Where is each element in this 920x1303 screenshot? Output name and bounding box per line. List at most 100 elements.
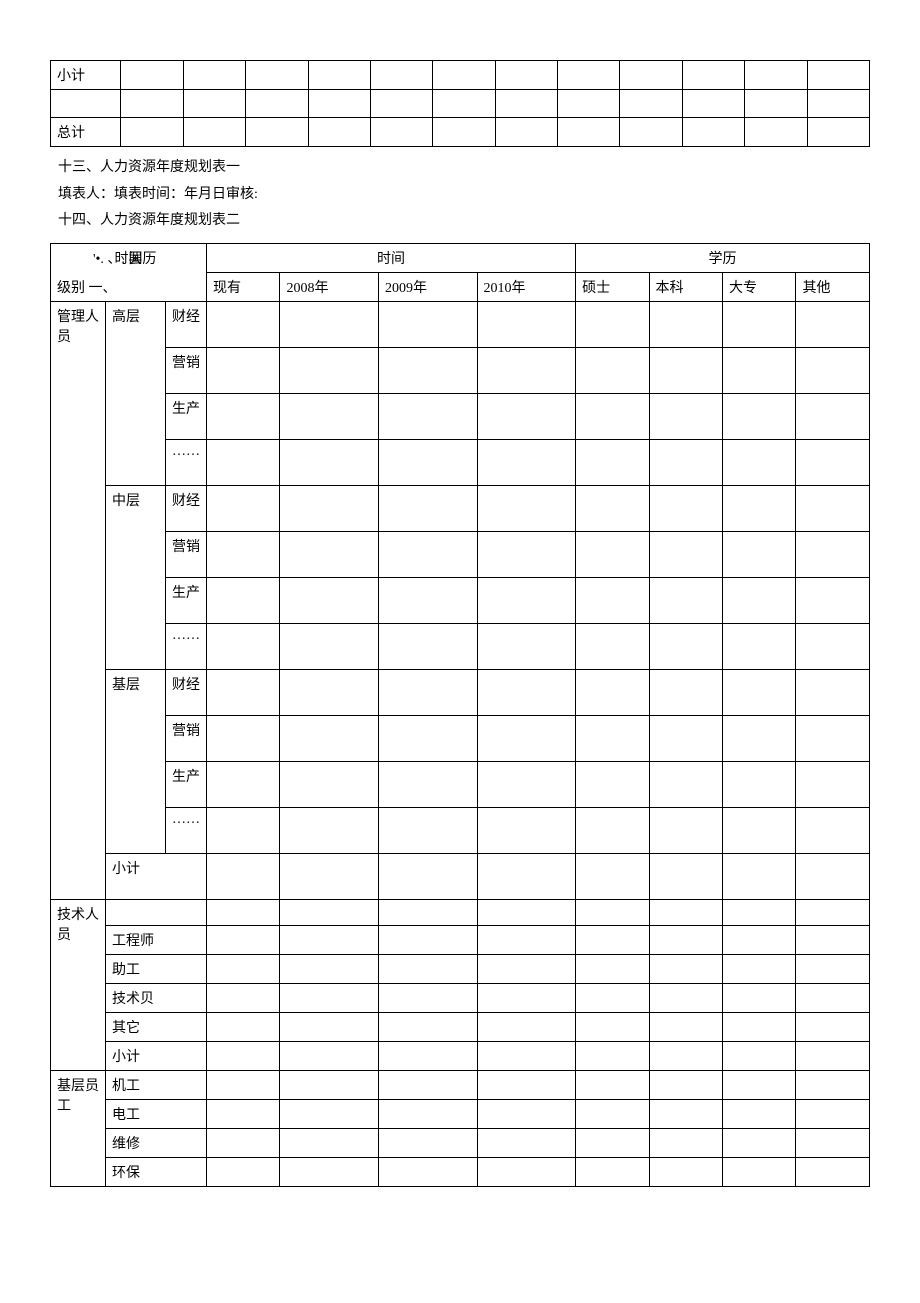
cell	[370, 90, 432, 118]
data-cell	[477, 954, 576, 983]
data-cell	[796, 761, 870, 807]
data-cell	[796, 899, 870, 925]
data-cell	[280, 485, 379, 531]
data-cell	[477, 301, 576, 347]
cell	[121, 118, 183, 147]
data-cell	[477, 623, 576, 669]
cell	[558, 61, 620, 90]
data-cell	[207, 531, 280, 577]
data-cell	[723, 439, 796, 485]
data-cell	[207, 1099, 280, 1128]
data-cell	[649, 899, 722, 925]
data-cell	[649, 623, 722, 669]
role-label: 营销	[166, 347, 207, 393]
diagonal-header: 时间'•. 、. 罢历级别 一、	[51, 243, 207, 301]
data-cell	[207, 925, 280, 954]
data-cell	[649, 439, 722, 485]
hr-planning-table: 时间'•. 、. 罢历级别 一、时间学历现有2008年2009年2010年硕士本…	[50, 243, 870, 1187]
data-cell	[723, 485, 796, 531]
data-cell	[649, 531, 722, 577]
cell	[807, 90, 869, 118]
subgroup-label: 维修	[106, 1128, 207, 1157]
data-cell	[280, 954, 379, 983]
data-cell	[723, 761, 796, 807]
data-cell	[723, 347, 796, 393]
cell	[246, 90, 308, 118]
role-label: 财经	[166, 669, 207, 715]
data-cell	[723, 669, 796, 715]
data-cell	[649, 347, 722, 393]
data-cell	[379, 485, 478, 531]
data-cell	[477, 807, 576, 853]
data-cell	[379, 983, 478, 1012]
data-cell	[207, 1128, 280, 1157]
data-cell	[723, 1157, 796, 1186]
data-cell	[477, 531, 576, 577]
data-cell	[649, 1012, 722, 1041]
data-cell	[723, 925, 796, 954]
data-cell	[379, 853, 478, 899]
data-cell	[207, 807, 280, 853]
data-cell	[477, 853, 576, 899]
cell	[433, 118, 495, 147]
time-header: 时间	[207, 243, 576, 272]
cell	[121, 61, 183, 90]
role-label: ……	[166, 807, 207, 853]
role-label: 财经	[166, 485, 207, 531]
data-cell	[379, 301, 478, 347]
data-cell	[576, 899, 649, 925]
heading-13: 十三、人力资源年度规划表一	[58, 155, 870, 182]
data-cell	[207, 1012, 280, 1041]
data-cell	[576, 853, 649, 899]
data-cell	[723, 1041, 796, 1070]
data-cell	[796, 1157, 870, 1186]
data-cell	[649, 393, 722, 439]
data-cell	[379, 761, 478, 807]
data-cell	[723, 1070, 796, 1099]
data-cell	[207, 761, 280, 807]
data-cell	[576, 623, 649, 669]
data-cell	[796, 1012, 870, 1041]
role-label: 营销	[166, 715, 207, 761]
data-cell	[576, 393, 649, 439]
time-col: 2009年	[379, 272, 478, 301]
role-label: 财经	[166, 301, 207, 347]
cell	[495, 90, 557, 118]
data-cell	[649, 1099, 722, 1128]
data-cell	[477, 761, 576, 807]
data-cell	[379, 925, 478, 954]
row-label: 小计	[51, 61, 121, 90]
data-cell	[723, 1099, 796, 1128]
data-cell	[649, 1157, 722, 1186]
cell	[682, 61, 744, 90]
data-cell	[207, 983, 280, 1012]
data-cell	[207, 623, 280, 669]
cell	[807, 61, 869, 90]
data-cell	[379, 1157, 478, 1186]
cell	[308, 118, 370, 147]
subgroup-label: 助工	[106, 954, 207, 983]
data-cell	[379, 439, 478, 485]
data-cell	[576, 669, 649, 715]
data-cell	[576, 485, 649, 531]
data-cell	[280, 393, 379, 439]
cell	[807, 118, 869, 147]
data-cell	[280, 1070, 379, 1099]
data-cell	[796, 623, 870, 669]
filler-line: 填表人：填表时间：年月日审核:	[58, 182, 870, 209]
data-cell	[280, 899, 379, 925]
cell	[246, 118, 308, 147]
data-cell	[280, 1012, 379, 1041]
role-label: ……	[166, 623, 207, 669]
data-cell	[649, 1128, 722, 1157]
data-cell	[576, 347, 649, 393]
role-label: 生产	[166, 393, 207, 439]
data-cell	[576, 983, 649, 1012]
data-cell	[280, 623, 379, 669]
subgroup-label: 中层	[106, 485, 166, 669]
data-cell	[576, 807, 649, 853]
data-cell	[649, 954, 722, 983]
cell	[558, 118, 620, 147]
data-cell	[796, 1070, 870, 1099]
cell	[246, 61, 308, 90]
